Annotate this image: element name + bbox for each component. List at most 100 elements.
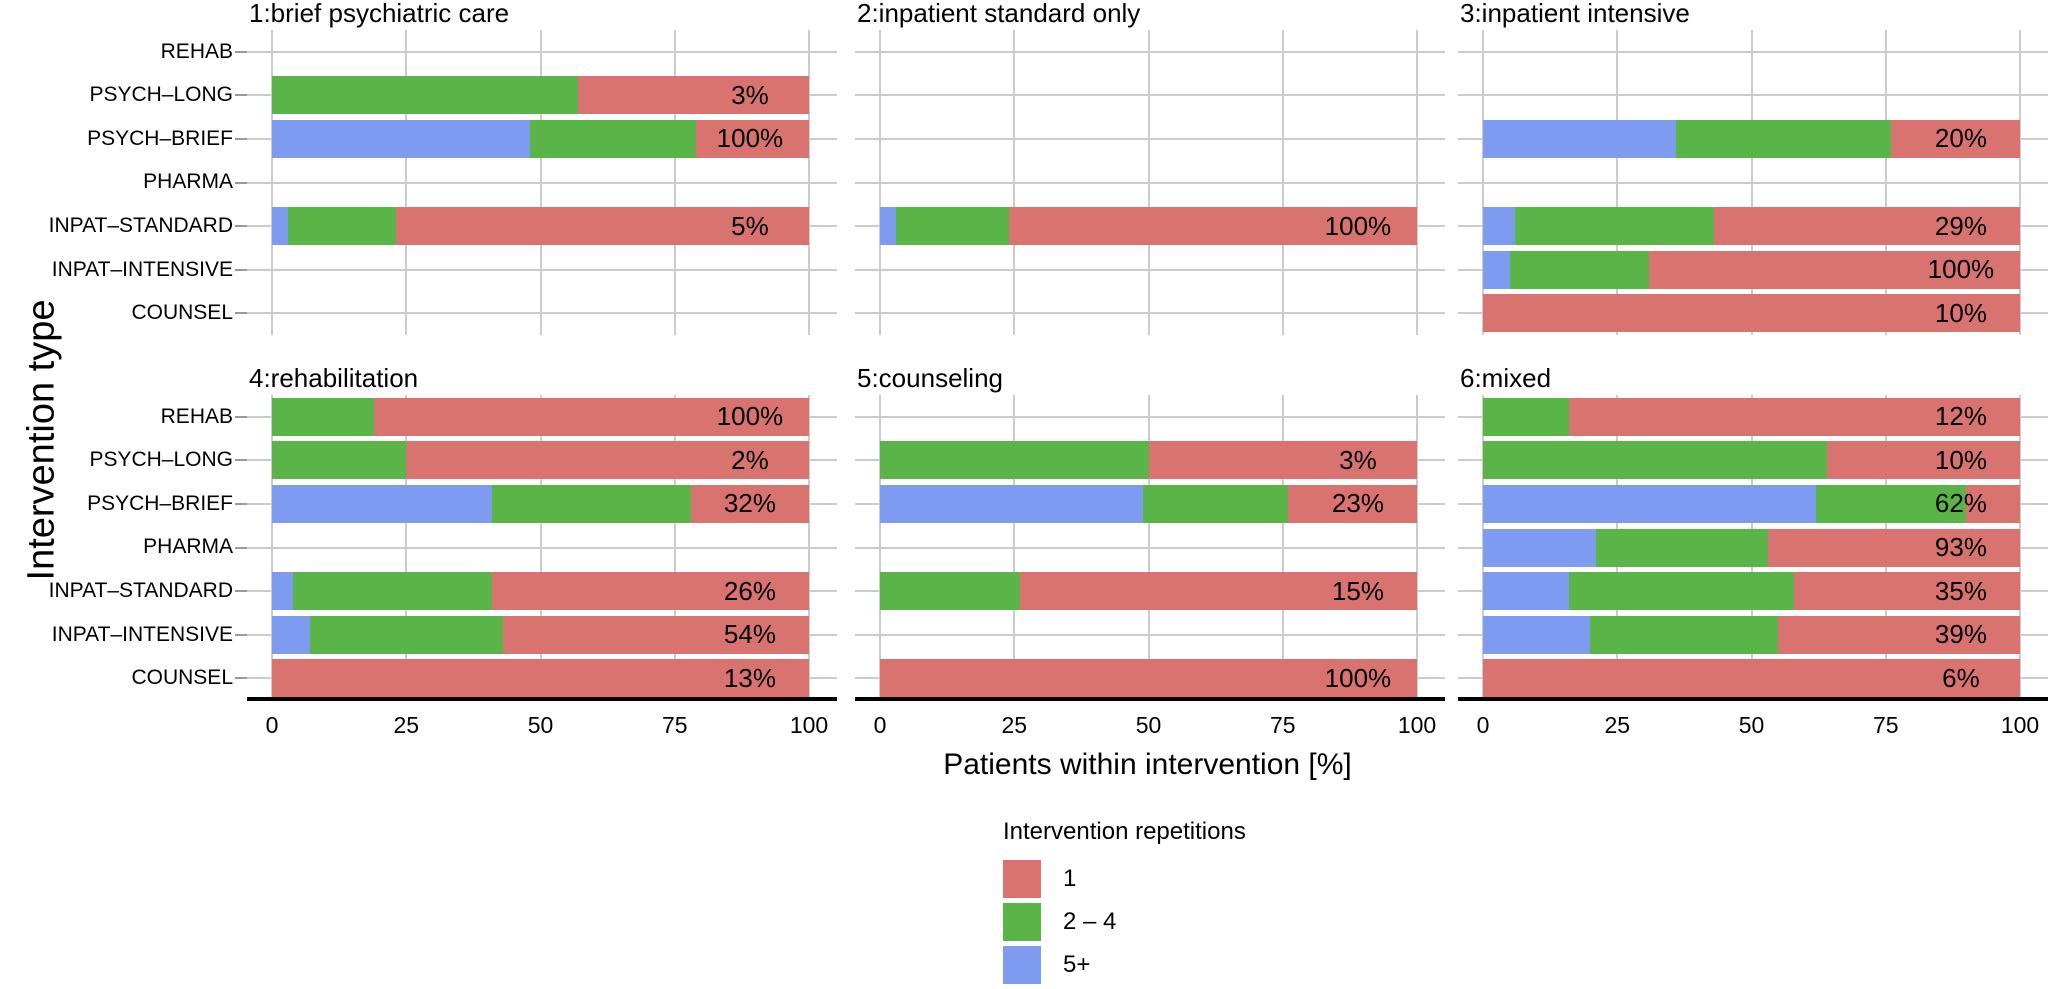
bar-segment-five_plus <box>1483 484 1816 523</box>
x-tick-label: 0 <box>265 712 279 738</box>
category-label: PSYCH–LONG <box>89 448 233 472</box>
bar-segment-two_four <box>288 207 396 246</box>
bar-segment-five_plus <box>1483 207 1516 246</box>
category-label: INPAT–INTENSIVE <box>51 257 233 281</box>
grid-line-horizontal <box>855 181 1445 184</box>
x-tick-label: 0 <box>1476 712 1490 738</box>
grid-line-horizontal <box>855 268 1445 271</box>
y-tick-mark <box>235 137 247 140</box>
grid-line-vertical <box>539 30 542 335</box>
bar-value-label: 93% <box>1934 531 1987 562</box>
category-label: REHAB <box>160 404 233 428</box>
x-tick-label: 75 <box>1872 712 1899 738</box>
bar-segment-one <box>1713 207 2020 246</box>
category-label: PSYCH–LONG <box>89 83 233 107</box>
grid-line-horizontal <box>1458 94 2048 97</box>
y-tick-mark <box>235 415 247 418</box>
y-tick-mark <box>235 677 247 680</box>
bar-segment-one <box>1767 528 2020 567</box>
grid-line-vertical <box>405 395 408 700</box>
bar-segment-one <box>696 119 809 158</box>
bar-value-label: 20% <box>1934 123 1987 154</box>
grid-line-vertical <box>879 30 881 335</box>
legend-item-one: 1 <box>1003 860 1246 898</box>
facet-title: 1:brief psychiatric care <box>249 0 510 28</box>
bar-value-label: 29% <box>1934 210 1987 241</box>
legend-item-two_four: 2 – 4 <box>1003 903 1246 941</box>
grid-line-vertical <box>1013 30 1016 335</box>
grid-line-vertical <box>673 30 676 335</box>
bar-segment-one <box>1778 615 2020 654</box>
bar-segment-two_four <box>880 572 1020 611</box>
bar-segment-two_four <box>880 441 1149 480</box>
grid-line-vertical <box>1281 395 1284 700</box>
legend-swatch-five_plus <box>1003 946 1041 984</box>
y-tick-mark <box>235 225 247 228</box>
grid-line-vertical <box>808 395 810 700</box>
bar-segment-one <box>1826 441 2020 480</box>
bar-value-label: 23% <box>1331 488 1384 519</box>
bar-value-label: 39% <box>1934 619 1987 650</box>
grid-line-vertical <box>539 395 542 700</box>
bar-segment-five_plus <box>272 615 310 654</box>
facet-title: 2:inpatient standard only <box>857 0 1141 28</box>
x-axis-line <box>1458 697 2048 701</box>
bar-segment-two_four <box>272 397 375 436</box>
x-axis-line <box>247 697 837 701</box>
y-tick-mark <box>235 633 247 636</box>
bar-segment-two_four <box>529 119 697 158</box>
facet-title: 4:rehabilitation <box>249 363 419 393</box>
facet-panel: 100% <box>855 30 1445 335</box>
category-label: PSYCH–BRIEF <box>87 126 233 150</box>
bar-value-label: 6% <box>1942 662 1980 693</box>
category-label: PHARMA <box>143 535 233 559</box>
bar-value-label: 62% <box>1934 488 1987 519</box>
legend-items: 1 2 – 4 5+ <box>1003 860 1246 984</box>
grid-line-vertical <box>1884 30 1887 335</box>
y-tick-mark <box>235 502 247 505</box>
bar-value-label: 12% <box>1934 401 1987 432</box>
bar-segment-one <box>1568 397 2020 436</box>
bar-segment-two_four <box>1568 572 1795 611</box>
y-tick-mark <box>235 459 247 462</box>
grid-line-vertical <box>1482 30 1484 335</box>
x-tick-label: 75 <box>1269 712 1296 738</box>
bar-segment-one <box>1148 441 1417 480</box>
grid-line-vertical <box>1013 395 1016 700</box>
legend-label: 5+ <box>1063 951 1091 978</box>
facet-panel: 20% 29% 100% 10% <box>1458 30 2048 335</box>
legend-swatch-two_four <box>1003 903 1041 941</box>
category-label: PSYCH–BRIEF <box>87 491 233 515</box>
facet-panel: 3% 100% 5% <box>247 30 837 335</box>
bar-segment-one <box>395 207 809 246</box>
category-label: COUNSEL <box>131 666 233 690</box>
grid-line-horizontal <box>855 415 1445 418</box>
x-tick-label: 50 <box>1738 712 1765 738</box>
bar-segment-one <box>1008 207 1417 246</box>
grid-line-vertical <box>271 30 273 335</box>
bar-value-label: 100% <box>1324 210 1392 241</box>
bar-segment-two_four <box>293 572 493 611</box>
legend-label: 1 <box>1063 865 1077 892</box>
bar-value-label: 32% <box>723 488 776 519</box>
grid-line-horizontal <box>247 268 837 271</box>
grid-line-vertical <box>1147 395 1150 700</box>
category-label: PHARMA <box>143 170 233 194</box>
x-tick-label: 0 <box>873 712 887 738</box>
bar-segment-one <box>1019 572 1417 611</box>
grid-line-vertical <box>1416 395 1418 700</box>
legend-label: 2 – 4 <box>1063 908 1117 935</box>
bar-segment-five_plus <box>1483 572 1569 611</box>
bar-segment-one <box>492 572 809 611</box>
grid-line-vertical <box>405 30 408 335</box>
bar-value-label: 100% <box>716 123 784 154</box>
bar-value-label: 3% <box>1339 444 1377 475</box>
grid-line-vertical <box>1416 30 1418 335</box>
bar-value-label: 13% <box>723 662 776 693</box>
bar-segment-one <box>1966 484 2020 523</box>
category-label: INPAT–STANDARD <box>48 214 233 238</box>
y-tick-mark <box>235 312 247 315</box>
bar-segment-two_four <box>1143 484 1289 523</box>
